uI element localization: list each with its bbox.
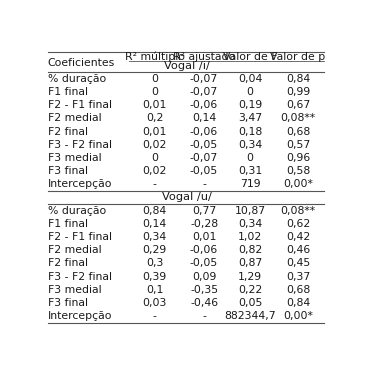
Text: 0,58: 0,58 xyxy=(286,166,310,176)
Text: -0,28: -0,28 xyxy=(190,219,218,229)
Text: -: - xyxy=(153,179,157,189)
Text: F2 - F1 final: F2 - F1 final xyxy=(47,100,112,110)
Text: 0,00*: 0,00* xyxy=(283,311,313,321)
Text: -0,06: -0,06 xyxy=(190,245,218,255)
Text: F1 final: F1 final xyxy=(47,219,88,229)
Text: 0,82: 0,82 xyxy=(238,245,262,255)
Text: 0,01: 0,01 xyxy=(192,232,216,242)
Text: -0,05: -0,05 xyxy=(190,166,218,176)
Text: Coeficientes: Coeficientes xyxy=(47,58,115,68)
Text: Valor de F: Valor de F xyxy=(223,51,277,62)
Text: 0,01: 0,01 xyxy=(142,100,167,110)
Text: 0,00*: 0,00* xyxy=(283,179,313,189)
Text: 0,34: 0,34 xyxy=(142,232,167,242)
Text: 0: 0 xyxy=(151,153,158,163)
Text: 0,08**: 0,08** xyxy=(281,206,316,216)
Text: 0,2: 0,2 xyxy=(146,114,163,123)
Text: 0,02: 0,02 xyxy=(142,140,167,150)
Text: 882344,7: 882344,7 xyxy=(224,311,276,321)
Text: 0,29: 0,29 xyxy=(142,245,167,255)
Text: -0,07: -0,07 xyxy=(190,74,218,84)
Text: F2 medial: F2 medial xyxy=(47,114,101,123)
Text: R² ajustado: R² ajustado xyxy=(173,51,235,62)
Text: -0,07: -0,07 xyxy=(190,153,218,163)
Text: 0,39: 0,39 xyxy=(142,272,167,282)
Text: 0,31: 0,31 xyxy=(238,166,262,176)
Text: % duração: % duração xyxy=(47,206,106,216)
Text: F3 medial: F3 medial xyxy=(47,153,101,163)
Text: -0,07: -0,07 xyxy=(190,87,218,97)
Text: 0,96: 0,96 xyxy=(286,153,310,163)
Text: 0,68: 0,68 xyxy=(286,127,310,136)
Text: % duração: % duração xyxy=(47,74,106,84)
Text: 0,99: 0,99 xyxy=(286,87,310,97)
Text: 0,62: 0,62 xyxy=(286,219,310,229)
Text: 0: 0 xyxy=(246,87,254,97)
Text: 0: 0 xyxy=(246,153,254,163)
Text: 0,1: 0,1 xyxy=(146,285,163,295)
Text: 0,09: 0,09 xyxy=(192,272,216,282)
Text: Vogal /i/: Vogal /i/ xyxy=(164,61,210,70)
Text: 0,84: 0,84 xyxy=(286,74,310,84)
Text: 0,46: 0,46 xyxy=(286,245,310,255)
Text: 0,05: 0,05 xyxy=(238,298,262,308)
Text: 0,67: 0,67 xyxy=(286,100,310,110)
Text: Intercepção: Intercepção xyxy=(47,311,112,321)
Text: F3 - F2 final: F3 - F2 final xyxy=(47,272,112,282)
Text: 0,87: 0,87 xyxy=(238,258,262,268)
Text: Vogal /u/: Vogal /u/ xyxy=(162,192,212,202)
Text: -0,05: -0,05 xyxy=(190,140,218,150)
Text: 0: 0 xyxy=(151,74,158,84)
Text: 0,19: 0,19 xyxy=(238,100,262,110)
Text: 1,29: 1,29 xyxy=(238,272,262,282)
Text: F3 medial: F3 medial xyxy=(47,285,101,295)
Text: -: - xyxy=(153,311,157,321)
Text: 0,3: 0,3 xyxy=(146,258,163,268)
Text: 0,68: 0,68 xyxy=(286,285,310,295)
Text: 0,01: 0,01 xyxy=(142,127,167,136)
Text: -: - xyxy=(202,311,206,321)
Text: F2 - F1 final: F2 - F1 final xyxy=(47,232,112,242)
Text: 0,14: 0,14 xyxy=(192,114,216,123)
Text: F3 final: F3 final xyxy=(47,298,88,308)
Text: -: - xyxy=(202,179,206,189)
Text: 1,02: 1,02 xyxy=(238,232,262,242)
Text: 0,14: 0,14 xyxy=(142,219,167,229)
Text: 3,47: 3,47 xyxy=(238,114,262,123)
Text: 0: 0 xyxy=(151,87,158,97)
Text: 0,04: 0,04 xyxy=(238,74,262,84)
Text: 0,08**: 0,08** xyxy=(281,114,316,123)
Text: 0,45: 0,45 xyxy=(286,258,310,268)
Text: F3 final: F3 final xyxy=(47,166,88,176)
Text: 0,37: 0,37 xyxy=(286,272,310,282)
Text: F2 medial: F2 medial xyxy=(47,245,101,255)
Text: 0,34: 0,34 xyxy=(238,219,262,229)
Text: Intercepção: Intercepção xyxy=(47,179,112,189)
Text: 0,02: 0,02 xyxy=(142,166,167,176)
Text: -0,35: -0,35 xyxy=(190,285,218,295)
Text: F1 final: F1 final xyxy=(47,87,88,97)
Text: 0,42: 0,42 xyxy=(286,232,310,242)
Text: 0,18: 0,18 xyxy=(238,127,262,136)
Text: F3 - F2 final: F3 - F2 final xyxy=(47,140,112,150)
Text: 0,77: 0,77 xyxy=(192,206,216,216)
Text: 0,84: 0,84 xyxy=(142,206,167,216)
Text: 0,03: 0,03 xyxy=(142,298,167,308)
Text: 10,87: 10,87 xyxy=(234,206,266,216)
Text: 0,84: 0,84 xyxy=(286,298,310,308)
Text: Valor de p: Valor de p xyxy=(270,51,326,62)
Text: 0,57: 0,57 xyxy=(286,140,310,150)
Text: 0,34: 0,34 xyxy=(238,140,262,150)
Text: R² múltiplo: R² múltiplo xyxy=(124,51,185,62)
Text: 719: 719 xyxy=(240,179,260,189)
Text: -0,06: -0,06 xyxy=(190,127,218,136)
Text: F2 final: F2 final xyxy=(47,258,88,268)
Text: 0,22: 0,22 xyxy=(238,285,262,295)
Text: -0,05: -0,05 xyxy=(190,258,218,268)
Text: F2 final: F2 final xyxy=(47,127,88,136)
Text: -0,06: -0,06 xyxy=(190,100,218,110)
Text: -0,46: -0,46 xyxy=(190,298,218,308)
